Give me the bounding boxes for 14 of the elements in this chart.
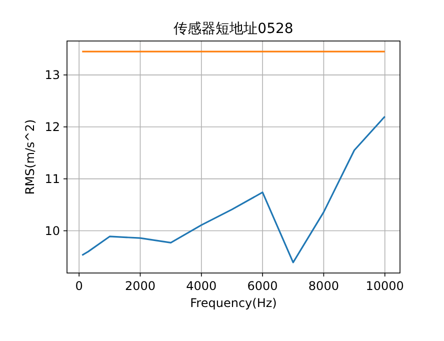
x-tick-label: 8000: [308, 279, 339, 293]
x-tick-label: 6000: [247, 279, 278, 293]
y-tick-label: 13: [44, 68, 60, 82]
x-tick-label: 4000: [186, 279, 217, 293]
x-tick-label: 0: [75, 279, 83, 293]
y-axis-title: RMS(m/s^2): [23, 119, 37, 195]
y-tick-label: 11: [44, 172, 60, 186]
chart-title: 传感器短地址0528: [174, 21, 294, 37]
x-axis-title: Frequency(Hz): [190, 296, 277, 310]
line-series: [81, 116, 386, 264]
x-tick-label: 10000: [366, 279, 404, 293]
x-tick-label: 2000: [124, 279, 156, 293]
y-tick-label: 12: [44, 120, 60, 134]
y-tick-label: 10: [44, 224, 60, 238]
